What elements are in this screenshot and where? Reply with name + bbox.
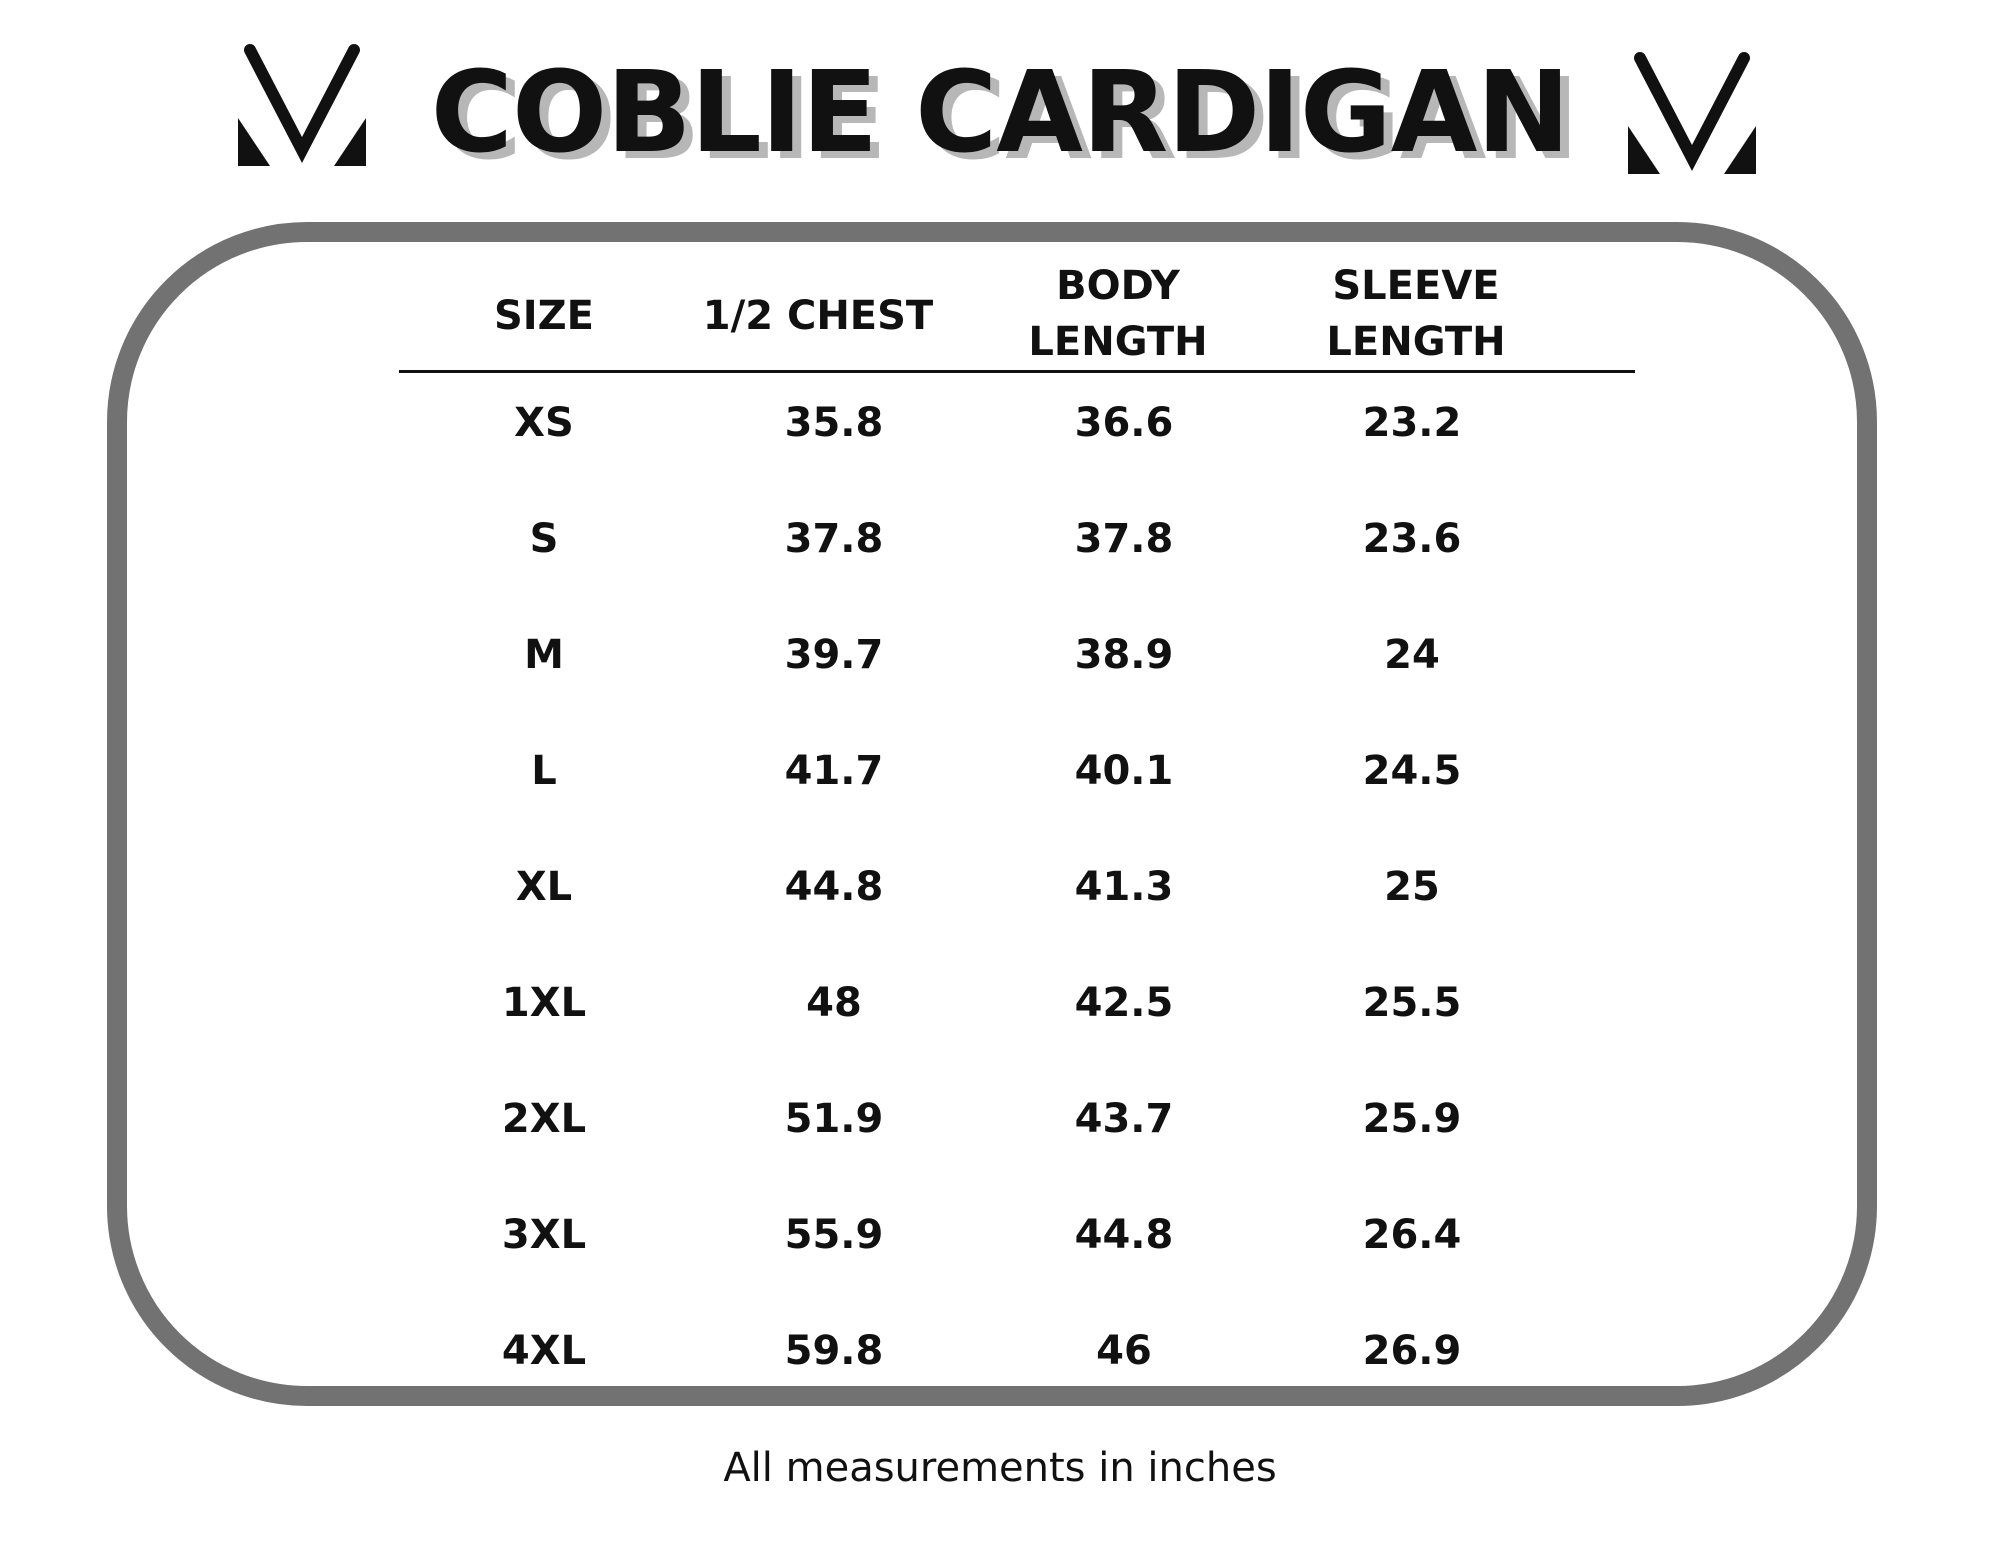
cell-body-length: 43.7 bbox=[1074, 1096, 1174, 1142]
cell-body-length: 46 bbox=[1096, 1328, 1152, 1374]
cell-body-length: 44.8 bbox=[1074, 1212, 1174, 1258]
stylized-m-logo-icon bbox=[1628, 52, 1756, 174]
cell-half-chest: 35.8 bbox=[784, 400, 884, 446]
cell-half-chest: 41.7 bbox=[784, 748, 884, 794]
cell-body-length: 36.6 bbox=[1074, 400, 1174, 446]
column-header-size: SIZE bbox=[493, 293, 595, 339]
cell-size: XL bbox=[515, 864, 573, 910]
size-chart-frame bbox=[107, 222, 1877, 1406]
cell-half-chest: 37.8 bbox=[784, 516, 884, 562]
cell-size: 4XL bbox=[501, 1328, 587, 1374]
header-divider bbox=[399, 370, 1635, 373]
cell-half-chest: 44.8 bbox=[784, 864, 884, 910]
cell-size: L bbox=[531, 748, 557, 794]
cell-size: 2XL bbox=[501, 1096, 587, 1142]
cell-body-length: 37.8 bbox=[1074, 516, 1174, 562]
cell-sleeve-length: 25.9 bbox=[1362, 1096, 1462, 1142]
cell-sleeve-length: 25 bbox=[1384, 864, 1440, 910]
footnote: All measurements in inches bbox=[723, 1445, 1277, 1491]
cell-size: 1XL bbox=[501, 980, 587, 1026]
cell-body-length: 40.1 bbox=[1074, 748, 1174, 794]
cell-body-length: 41.3 bbox=[1074, 864, 1174, 910]
column-header-sleeve-length: SLEEVE LENGTH bbox=[1326, 263, 1506, 365]
cell-sleeve-length: 25.5 bbox=[1362, 980, 1462, 1026]
cell-size: 3XL bbox=[501, 1212, 587, 1258]
cell-half-chest: 55.9 bbox=[784, 1212, 884, 1258]
cell-size: XS bbox=[514, 400, 574, 446]
stylized-m-logo-icon bbox=[238, 44, 366, 166]
cell-sleeve-length: 23.2 bbox=[1362, 400, 1462, 446]
cell-sleeve-length: 24.5 bbox=[1362, 748, 1462, 794]
column-header-body-length: BODY LENGTH bbox=[1028, 263, 1208, 365]
cell-body-length: 38.9 bbox=[1074, 632, 1174, 678]
cell-sleeve-length: 26.4 bbox=[1362, 1212, 1462, 1258]
cell-sleeve-length: 24 bbox=[1384, 632, 1440, 678]
cell-size: M bbox=[524, 632, 564, 678]
cell-body-length: 42.5 bbox=[1074, 980, 1174, 1026]
cell-half-chest: 59.8 bbox=[784, 1328, 884, 1374]
column-header-half-chest: 1/2 CHEST bbox=[702, 293, 934, 339]
cell-half-chest: 48 bbox=[806, 980, 862, 1026]
page-title: COBLIE CARDIGAN bbox=[430, 48, 1570, 178]
cell-half-chest: 39.7 bbox=[784, 632, 884, 678]
cell-sleeve-length: 26.9 bbox=[1362, 1328, 1462, 1374]
cell-half-chest: 51.9 bbox=[784, 1096, 884, 1142]
cell-size: S bbox=[529, 516, 559, 562]
cell-sleeve-length: 23.6 bbox=[1362, 516, 1462, 562]
